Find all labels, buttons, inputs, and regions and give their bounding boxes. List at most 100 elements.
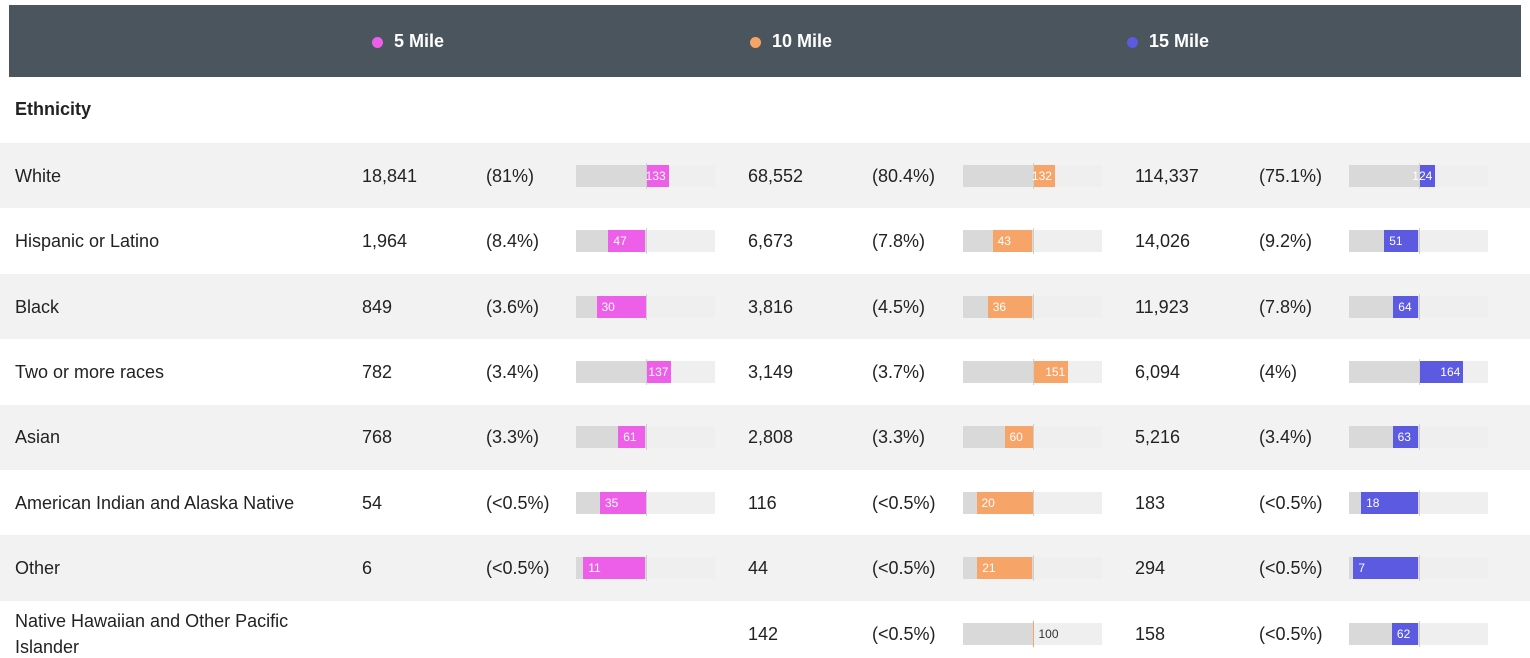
center-line <box>1418 293 1420 320</box>
row-bg <box>0 143 1530 209</box>
count: 114,337 <box>1135 165 1199 186</box>
center-line <box>645 489 647 516</box>
column-name: 15 Mile <box>1149 31 1210 51</box>
index-label: 63 <box>1397 430 1411 445</box>
row-label: Other <box>15 558 61 579</box>
count: 782 <box>362 361 393 382</box>
row-bg <box>0 273 1530 340</box>
count: 6,094 <box>1135 361 1181 382</box>
share: (80.4%) <box>872 165 936 186</box>
center-line <box>1418 162 1420 189</box>
center-line <box>1032 228 1034 255</box>
index-label: 35 <box>605 495 619 510</box>
center-line <box>1418 228 1420 255</box>
track-low <box>1349 360 1419 383</box>
track-high <box>645 426 715 449</box>
index-label: 36 <box>992 299 1007 314</box>
share: (<0.5%) <box>1259 492 1323 513</box>
legend-dot <box>750 37 761 48</box>
index-label: 18 <box>1366 495 1380 510</box>
track-high <box>1418 557 1488 580</box>
center-line <box>1032 358 1034 385</box>
index-label: 132 <box>1031 168 1052 183</box>
track-high <box>1032 230 1102 253</box>
share: (3.7%) <box>872 361 926 382</box>
column-name: 5 Mile <box>394 31 445 51</box>
share: (81%) <box>486 165 535 186</box>
count: 3,149 <box>748 361 794 382</box>
center-line <box>1032 489 1034 516</box>
index-label: 137 <box>648 364 669 379</box>
track-low <box>1349 164 1419 187</box>
row-label: Black <box>15 296 60 317</box>
index-bar <box>645 164 669 187</box>
center-line <box>1032 424 1034 451</box>
index-label: 30 <box>601 299 615 314</box>
index-bar <box>608 230 646 253</box>
count: 1,964 <box>362 231 408 252</box>
index-bar <box>976 491 1033 514</box>
row-label: Native Hawaiian and Other Pacific Island… <box>15 610 289 657</box>
index-label: 43 <box>997 234 1011 249</box>
index-label: 51 <box>1389 234 1403 249</box>
center-line <box>1418 620 1420 647</box>
index-label: 133 <box>645 168 666 183</box>
share: (<0.5%) <box>1259 623 1323 644</box>
center-line <box>1032 620 1034 647</box>
track-low <box>576 164 646 187</box>
index-label: 21 <box>982 561 996 576</box>
count: 294 <box>1135 558 1166 579</box>
track-low <box>963 622 1033 645</box>
index-label: 100 <box>1038 626 1059 641</box>
share: (4.5%) <box>872 296 926 317</box>
share: (3.3%) <box>872 427 926 448</box>
share: (4%) <box>1259 361 1298 382</box>
index-bar <box>992 230 1033 253</box>
center-line <box>1418 555 1420 582</box>
index-bar <box>1004 426 1033 449</box>
track-high <box>645 491 715 514</box>
index-bar <box>1418 164 1436 187</box>
count: 142 <box>748 623 779 644</box>
count: 6,673 <box>748 231 794 252</box>
count: 849 <box>362 296 393 317</box>
track-high <box>1418 230 1488 253</box>
track-high <box>1418 295 1488 318</box>
index-label: 64 <box>1398 299 1412 314</box>
center-line <box>645 424 647 451</box>
share: (3.6%) <box>486 296 540 317</box>
index-label: 124 <box>1412 168 1433 183</box>
index-label: 164 <box>1440 364 1461 379</box>
track-high <box>1032 622 1102 645</box>
center-line <box>1418 424 1420 451</box>
index-label: 60 <box>1009 430 1023 445</box>
legend-dot <box>1127 37 1138 48</box>
track-low <box>963 164 1033 187</box>
track-high <box>1032 491 1102 514</box>
index-label: 7 <box>1358 561 1366 576</box>
index-bar <box>987 295 1033 318</box>
row-bg <box>0 404 1530 470</box>
center-line <box>645 555 647 582</box>
track-high <box>1032 426 1102 449</box>
index-bar <box>1418 360 1464 383</box>
center-line <box>645 358 647 385</box>
track-high <box>645 557 715 580</box>
share: (<0.5%) <box>1259 558 1323 579</box>
share: (3.4%) <box>1259 427 1313 448</box>
index-label: 47 <box>613 234 627 249</box>
count: 11,923 <box>1135 296 1189 317</box>
index-label: 62 <box>1396 626 1411 641</box>
count: 2,808 <box>748 427 794 448</box>
track-low <box>576 360 646 383</box>
track-high <box>1032 557 1102 580</box>
track-low <box>963 360 1033 383</box>
center-line <box>1418 489 1420 516</box>
index-bar <box>596 295 646 318</box>
index-bar <box>1032 360 1069 383</box>
share: (<0.5%) <box>486 558 550 579</box>
count: 14,026 <box>1135 231 1191 252</box>
share: (<0.5%) <box>872 492 936 513</box>
row-label: Two or more races <box>15 361 165 382</box>
